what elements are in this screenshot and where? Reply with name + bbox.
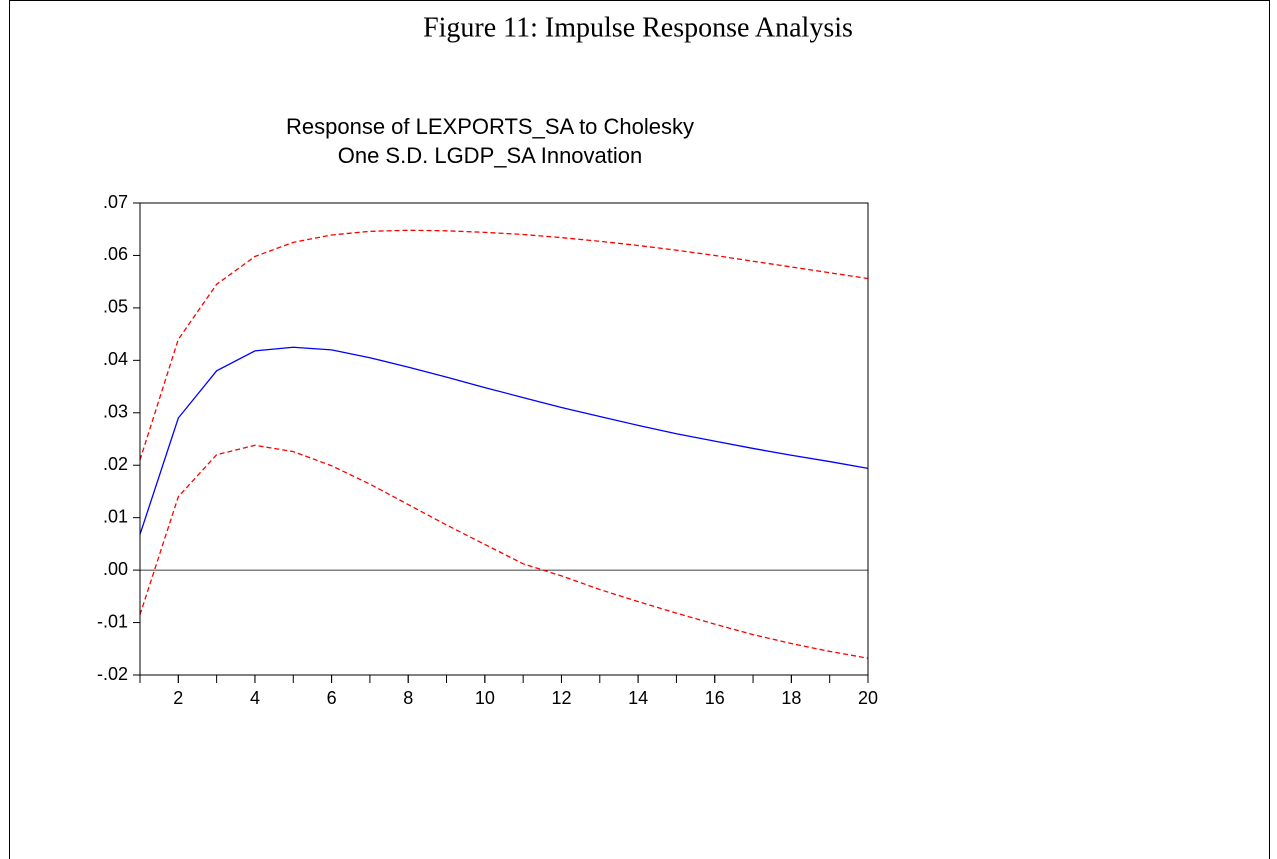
x-tick-label: 6 (327, 688, 337, 708)
y-tick-label: .00 (103, 559, 128, 579)
y-tick-label: .01 (103, 506, 128, 526)
series-line (139, 444, 869, 659)
y-tick-label: .02 (103, 454, 128, 474)
plot-frame (139, 202, 869, 676)
y-tick-label: .05 (103, 297, 128, 317)
x-tick-label: 4 (250, 688, 260, 708)
y-tick-label: .03 (103, 402, 128, 422)
y-tick-label: .07 (103, 192, 128, 212)
y-tick-label: .04 (103, 349, 128, 369)
x-tick-label: 14 (628, 688, 648, 708)
x-tick-label: 10 (475, 688, 495, 708)
y-tick-label: -.02 (97, 664, 128, 684)
x-tick-label: 8 (403, 688, 413, 708)
y-tick-label: -.01 (97, 611, 128, 631)
x-tick-label: 20 (858, 688, 878, 708)
y-tick-label: .06 (103, 244, 128, 264)
x-tick-label: 16 (705, 688, 725, 708)
series-line (139, 229, 869, 461)
x-tick-label: 18 (781, 688, 801, 708)
x-tick-label: 2 (173, 688, 183, 708)
chart-title: Response of LEXPORTS_SA to Cholesky (286, 114, 694, 139)
figure-title: Figure 11: Impulse Response Analysis (423, 12, 853, 43)
x-tick-label: 12 (551, 688, 571, 708)
chart-title: One S.D. LGDP_SA Innovation (338, 143, 643, 168)
page-border (9, 0, 1270, 859)
series-line (139, 346, 869, 535)
